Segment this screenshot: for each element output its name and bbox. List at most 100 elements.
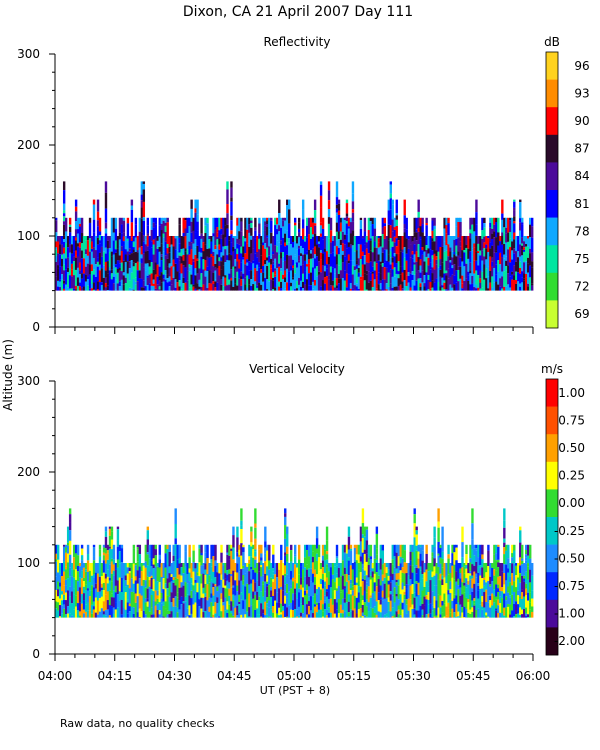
heatmap-cell bbox=[523, 596, 526, 609]
heatmap-cell bbox=[365, 585, 369, 590]
heatmap-cell bbox=[335, 590, 339, 603]
heatmap-cell bbox=[138, 616, 142, 618]
heatmap-cell bbox=[451, 265, 454, 269]
heatmap-cell bbox=[174, 544, 177, 556]
heatmap-cell bbox=[274, 600, 277, 617]
heatmap-cell bbox=[292, 236, 295, 243]
heatmap-cell bbox=[190, 221, 193, 233]
heatmap-cell bbox=[230, 280, 233, 291]
heatmap-cell bbox=[477, 572, 480, 584]
heatmap-cell bbox=[361, 578, 365, 582]
heatmap-cell bbox=[327, 217, 331, 224]
heatmap-cell bbox=[477, 585, 480, 591]
heatmap-cell bbox=[140, 278, 144, 288]
heatmap-cell bbox=[389, 582, 392, 592]
heatmap-cell bbox=[96, 266, 100, 282]
heatmap-cell bbox=[355, 597, 359, 614]
heatmap-cell bbox=[455, 547, 458, 561]
heatmap-cell bbox=[284, 538, 287, 553]
heatmap-cell bbox=[459, 578, 462, 588]
heatmap-cell bbox=[437, 527, 440, 542]
heatmap-cell bbox=[204, 276, 207, 291]
heatmap-cell bbox=[315, 612, 319, 618]
heatmap-cell bbox=[248, 551, 251, 557]
heatmap-cell bbox=[409, 287, 412, 291]
heatmap-cell bbox=[68, 596, 72, 604]
heatmap-cell bbox=[282, 261, 285, 275]
heatmap-cell bbox=[80, 278, 84, 288]
heatmap-cell bbox=[152, 244, 155, 255]
heatmap-cell bbox=[128, 248, 132, 252]
heatmap-cell bbox=[459, 246, 462, 258]
heatmap-cell bbox=[415, 280, 418, 291]
heatmap-cell bbox=[527, 263, 530, 273]
heatmap-cell bbox=[517, 579, 520, 591]
heatmap-cell bbox=[164, 255, 167, 271]
heatmap-cell bbox=[315, 276, 319, 291]
heatmap-cell bbox=[423, 275, 426, 284]
heatmap-cell bbox=[341, 560, 345, 576]
heatmap-cell bbox=[288, 282, 291, 291]
heatmap-cell bbox=[327, 209, 331, 218]
heatmap-cell bbox=[415, 581, 418, 584]
heatmap-cell bbox=[142, 189, 146, 202]
heatmap-cell bbox=[441, 584, 444, 601]
heatmap-cell bbox=[178, 558, 181, 564]
heatmap-cell bbox=[116, 260, 120, 269]
heatmap-cell bbox=[355, 560, 359, 564]
heatmap-cell bbox=[104, 287, 108, 291]
heatmap-cell bbox=[459, 595, 462, 605]
heatmap-cell bbox=[294, 273, 297, 290]
heatmap-cell bbox=[110, 526, 114, 532]
heatmap-cell bbox=[435, 573, 438, 586]
heatmap-cell bbox=[254, 609, 257, 618]
heatmap-cell bbox=[214, 270, 217, 280]
heatmap-cell bbox=[282, 274, 285, 280]
heatmap-cell bbox=[521, 255, 524, 272]
heatmap-cell bbox=[82, 586, 86, 594]
heatmap-cell bbox=[411, 274, 414, 281]
heatmap-cell bbox=[487, 288, 490, 291]
heatmap-cell bbox=[76, 285, 80, 291]
heatmap-cell bbox=[473, 548, 476, 556]
heatmap-cell bbox=[483, 585, 486, 593]
heatmap-cell bbox=[268, 560, 271, 570]
heatmap-cell bbox=[158, 544, 161, 555]
heatmap-cell bbox=[475, 548, 478, 551]
heatmap-cell bbox=[441, 539, 444, 552]
heatmap-cell bbox=[208, 257, 211, 271]
heatmap-cell bbox=[445, 250, 448, 261]
heatmap-cell bbox=[431, 217, 434, 221]
heatmap-cell bbox=[511, 585, 514, 595]
heatmap-cell bbox=[381, 247, 385, 253]
heatmap-cell bbox=[415, 232, 418, 241]
heatmap-cell bbox=[126, 255, 130, 262]
heatmap-cell bbox=[122, 595, 126, 608]
colorbar-swatch bbox=[546, 134, 558, 163]
heatmap-cell bbox=[441, 285, 444, 288]
heatmap-cell bbox=[72, 288, 76, 291]
heatmap-cell bbox=[517, 590, 520, 596]
heatmap-cell bbox=[244, 238, 247, 242]
heatmap-cell bbox=[60, 605, 64, 614]
heatmap-cell bbox=[383, 217, 387, 224]
heatmap-cell bbox=[343, 602, 347, 612]
heatmap-cell bbox=[447, 554, 450, 559]
heatmap-cell bbox=[276, 268, 279, 283]
heatmap-cell bbox=[449, 260, 452, 263]
heatmap-cell bbox=[252, 260, 255, 264]
heatmap-cell bbox=[122, 236, 126, 242]
heatmap-cell bbox=[511, 563, 514, 574]
heatmap-cell bbox=[393, 614, 396, 618]
heatmap-cell bbox=[160, 282, 163, 291]
heatmap-cell bbox=[220, 544, 223, 553]
heatmap-cell bbox=[76, 267, 80, 278]
heatmap-cell bbox=[218, 601, 221, 617]
heatmap-cell bbox=[527, 617, 530, 618]
heatmap-cell bbox=[108, 580, 112, 591]
heatmap-cell bbox=[363, 575, 367, 580]
heatmap-cell bbox=[290, 244, 293, 256]
heatmap-cell bbox=[389, 611, 392, 618]
heatmap-cell bbox=[216, 232, 219, 237]
heatmap-cell bbox=[491, 567, 494, 582]
